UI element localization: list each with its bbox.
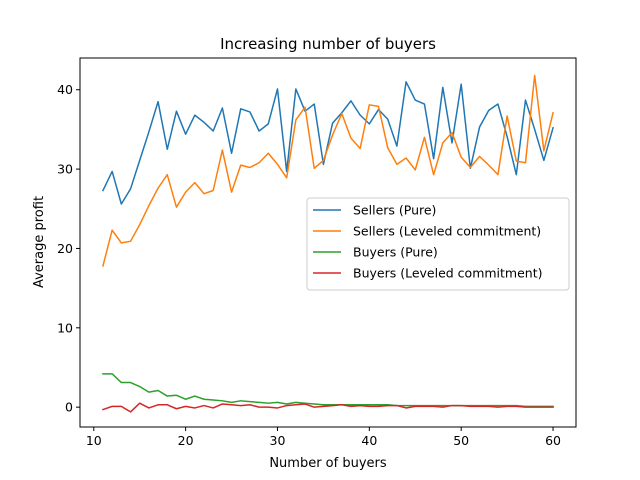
x-tick-label-0: 10: [86, 433, 102, 448]
series-line-0: [101, 81, 554, 205]
y-tick-label-3: 30: [57, 162, 73, 177]
y-axis-ticks: 0 10 20 30 40: [57, 82, 80, 415]
series-line-2: [102, 373, 554, 408]
legend-label-1: Sellers (Leveled commitment): [353, 224, 541, 239]
y-tick-label-2: 20: [57, 241, 73, 256]
legend-label-3: Buyers (Leveled commitment): [353, 266, 543, 281]
x-tick-label-5: 60: [545, 433, 561, 448]
x-tick-label-2: 30: [270, 433, 286, 448]
chart-title: Increasing number of buyers: [220, 35, 436, 53]
legend-label-0: Sellers (Pure): [353, 203, 436, 218]
y-tick-label-1: 10: [57, 320, 73, 335]
x-axis-ticks: 10 20 30 40 50 60: [86, 427, 561, 448]
x-axis-label: Number of buyers: [269, 456, 387, 471]
plot-lines: [101, 74, 554, 413]
x-tick-label-3: 40: [361, 433, 377, 448]
y-tick-label-0: 0: [65, 400, 73, 415]
y-tick-label-4: 40: [57, 82, 73, 97]
legend-label-2: Buyers (Pure): [353, 245, 438, 260]
x-tick-label-4: 50: [453, 433, 469, 448]
plot-frame: [79, 57, 577, 428]
series-line-1: [102, 74, 554, 267]
legend: Sellers (Pure) Sellers (Leveled commitmen…: [306, 197, 570, 291]
y-axis-label: Average profit: [32, 196, 47, 288]
series-line-3: [102, 402, 554, 413]
x-tick-label-1: 20: [178, 433, 194, 448]
legend-box: [306, 197, 570, 291]
